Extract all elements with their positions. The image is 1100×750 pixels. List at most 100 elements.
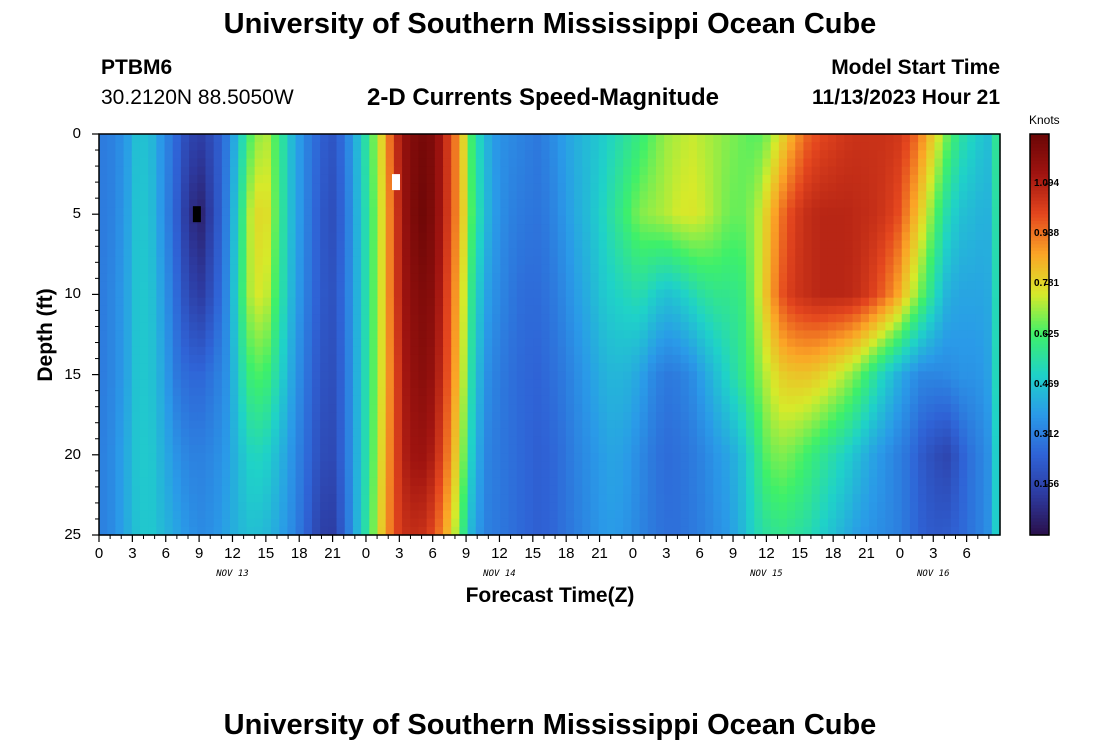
heatmap-cell — [262, 436, 272, 446]
heatmap-cell — [246, 436, 256, 446]
heatmap-cell — [189, 404, 198, 413]
heatmap-cell — [500, 379, 510, 389]
heatmap-cell — [246, 150, 256, 160]
heatmap-cell — [402, 256, 411, 266]
heatmap-cell — [983, 281, 993, 291]
heatmap-cell — [164, 174, 174, 184]
heatmap-cell — [483, 379, 493, 389]
heatmap-cell — [524, 494, 534, 503]
heatmap-cell — [402, 281, 411, 291]
heatmap-cell — [279, 273, 288, 282]
heatmap-cell — [737, 248, 747, 258]
heatmap-cell — [221, 477, 231, 487]
heatmap-cell — [844, 174, 854, 184]
heatmap-cell — [959, 322, 968, 331]
heatmap-cell — [524, 436, 534, 446]
heatmap-cell — [254, 338, 264, 348]
heatmap-cell — [803, 330, 813, 340]
heatmap-cell — [238, 297, 248, 307]
heatmap-cell — [492, 322, 501, 331]
heatmap-cell — [655, 142, 665, 151]
heatmap-cell — [369, 256, 379, 266]
heatmap-cell — [787, 215, 796, 225]
heatmap-cell — [541, 453, 551, 462]
heatmap-cell — [320, 477, 329, 487]
heatmap-cell — [836, 346, 845, 356]
heatmap-cell — [762, 469, 772, 479]
heatmap-cell — [238, 256, 248, 266]
heatmap-cell — [582, 420, 592, 430]
heatmap-cell — [533, 461, 542, 471]
heatmap-cell — [934, 191, 944, 201]
heatmap-cell — [803, 305, 813, 315]
heatmap-cell — [516, 453, 526, 462]
heatmap-cell — [369, 166, 379, 176]
heatmap-cell — [402, 215, 411, 225]
heatmap-cell — [336, 354, 346, 364]
heatmap-cell — [328, 150, 338, 160]
heatmap-cell — [631, 207, 641, 217]
heatmap-cell — [582, 158, 592, 168]
heatmap-cell — [623, 297, 633, 307]
heatmap-cell — [696, 461, 706, 471]
heatmap-cell — [172, 240, 182, 250]
heatmap-cell — [279, 371, 288, 381]
heatmap-cell — [352, 395, 362, 405]
heatmap-cell — [500, 420, 510, 430]
heatmap-cell — [221, 461, 231, 471]
heatmap-cell — [533, 420, 542, 430]
heatmap-cell — [598, 281, 608, 291]
heatmap-cell — [410, 485, 420, 495]
heatmap-cell — [418, 158, 428, 168]
heatmap-cell — [115, 240, 125, 250]
heatmap-cell — [246, 428, 256, 438]
heatmap-cell — [844, 166, 854, 176]
heatmap-cell — [893, 363, 903, 372]
heatmap-cell — [279, 314, 288, 323]
heatmap-cell — [868, 134, 878, 143]
heatmap-cell — [918, 207, 927, 217]
heatmap-cell — [123, 330, 133, 340]
heatmap-cell — [533, 174, 542, 184]
heatmap-cell — [647, 232, 657, 241]
heatmap-cell — [238, 215, 248, 225]
heatmap-cell — [123, 281, 133, 291]
heatmap-cell — [254, 191, 264, 201]
heatmap-cell — [107, 322, 116, 331]
heatmap-cell — [713, 428, 723, 438]
heatmap-cell — [205, 248, 215, 258]
heatmap-cell — [336, 453, 346, 462]
heatmap-cell — [434, 314, 444, 323]
heatmap-cell — [672, 199, 682, 209]
heatmap-cell — [688, 281, 698, 291]
heatmap-cell — [705, 346, 714, 356]
heatmap-cell — [549, 174, 559, 184]
heatmap-cell — [713, 330, 723, 340]
heatmap-cell — [909, 395, 919, 405]
heatmap-cell — [287, 404, 297, 413]
heatmap-cell — [926, 264, 936, 274]
heatmap-cell — [909, 273, 919, 282]
heatmap-cell — [131, 150, 141, 160]
heatmap-cell — [885, 142, 895, 151]
heatmap-cell — [664, 453, 673, 462]
heatmap-cell — [795, 461, 805, 471]
heatmap-cell — [328, 461, 338, 471]
heatmap-cell — [934, 444, 944, 454]
heatmap-cell — [541, 158, 551, 168]
heatmap-cell — [623, 363, 633, 372]
heatmap-cell — [836, 134, 845, 143]
heatmap-cell — [533, 469, 542, 479]
heatmap-cell — [213, 183, 223, 192]
heatmap-cell — [418, 297, 428, 307]
heatmap-cell — [975, 404, 985, 413]
heatmap-cell — [262, 322, 272, 331]
heatmap-cell — [426, 289, 436, 299]
heatmap-cell — [180, 150, 190, 160]
heatmap-cell — [148, 150, 157, 160]
heatmap-cell — [959, 297, 968, 307]
heatmap-cell — [778, 264, 788, 274]
heatmap-cell — [205, 354, 215, 364]
heatmap-cell — [664, 142, 673, 151]
heatmap-cell — [123, 174, 133, 184]
